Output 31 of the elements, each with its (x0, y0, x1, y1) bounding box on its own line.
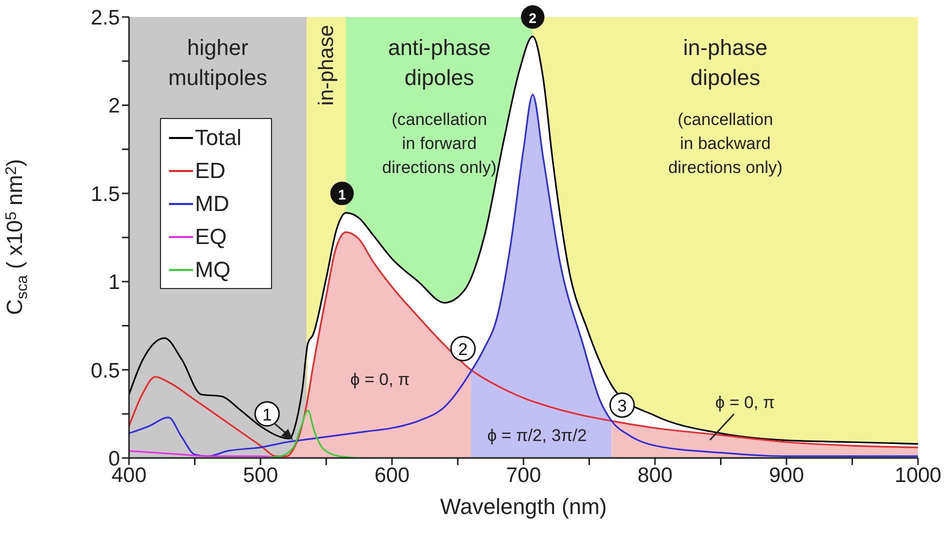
y-tick-label: 0.5 (90, 359, 120, 382)
legend-label: MD (195, 190, 230, 218)
x-tick-label: 700 (506, 464, 542, 487)
annotation: 1 (262, 405, 272, 424)
band-label: in-phase (314, 25, 338, 106)
legend-label: MQ (195, 256, 230, 284)
x-tick-label: 500 (242, 464, 278, 487)
annotation: 1 (338, 186, 346, 202)
annotation: ϕ = 0, π (350, 370, 410, 390)
y-tick-label: 2 (108, 94, 120, 118)
x-tick-label: 800 (637, 464, 673, 487)
annotation: ϕ = 0, π (715, 393, 775, 413)
band-label: anti-phase dipoles (388, 35, 491, 90)
annotation: ϕ = π/2, 3π/2 (487, 426, 587, 446)
y-tick-label: 1 (108, 271, 120, 294)
annotation: 3 (617, 396, 627, 416)
x-tick-label: 1000 (894, 464, 942, 487)
annotation: (cancellation in backward directions only) (668, 110, 783, 177)
x-axis-title: Wavelength (nm) (440, 494, 607, 519)
y-tick-label: 1.5 (90, 182, 120, 206)
y-tick-label: 2.5 (90, 6, 120, 30)
annotation: 2 (458, 340, 468, 360)
legend-label: EQ (195, 223, 227, 251)
legend-label: ED (195, 157, 226, 185)
band-label: in-phase dipoles (683, 35, 768, 90)
x-tick-label: 900 (768, 464, 804, 487)
band-label: higher multipoles (168, 35, 268, 90)
annotation: 2 (528, 10, 537, 26)
x-tick-label: 600 (374, 464, 410, 487)
legend-label: Total (195, 124, 242, 152)
annotation: (cancellation in forward directions only) (382, 110, 497, 177)
